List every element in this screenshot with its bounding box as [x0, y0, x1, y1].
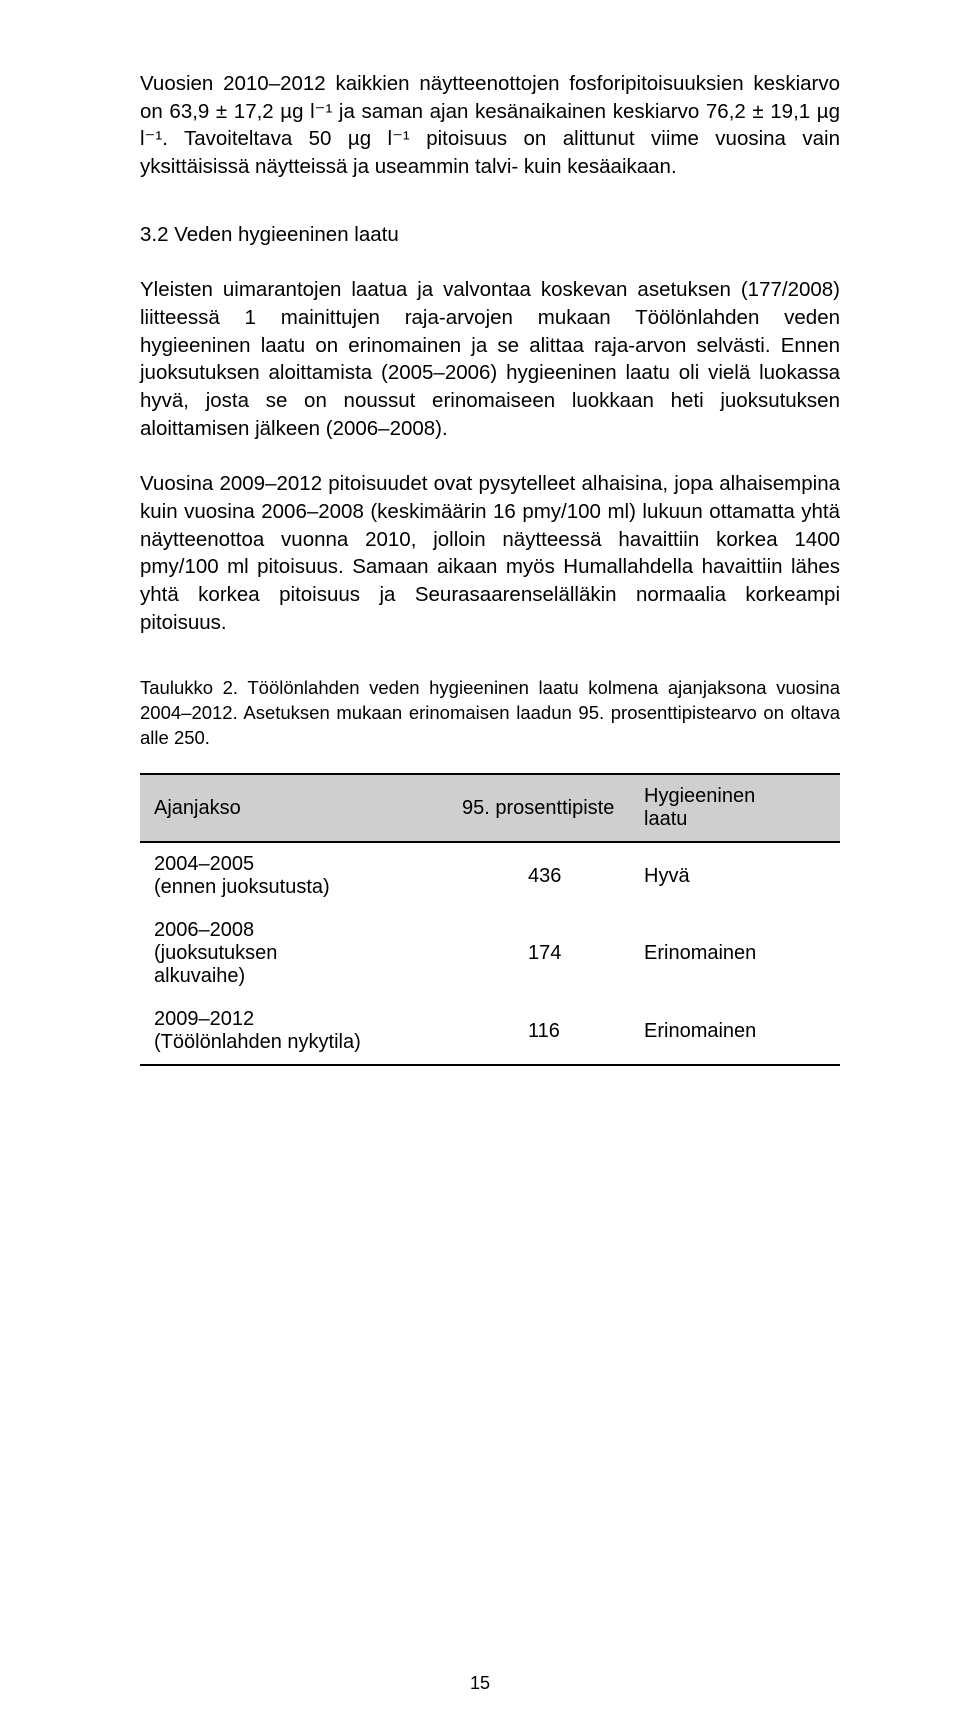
- cell-percentile: 436: [448, 842, 630, 909]
- cell-quality: Hyvä: [630, 842, 840, 909]
- col-header-period: Ajanjakso: [140, 774, 448, 842]
- cell-period: 2009–2012 (Töölönlahden nykytila): [140, 998, 448, 1065]
- col-header-percentile: 95. prosenttipiste: [448, 774, 630, 842]
- period-line: (ennen juoksutusta): [154, 876, 434, 899]
- period-line: (Töölönlahden nykytila): [154, 1031, 434, 1054]
- paragraph-2: Yleisten uimarantojen laatua ja valvonta…: [140, 276, 840, 442]
- period-line: 2004–2005: [154, 853, 434, 876]
- cell-percentile: 116: [448, 998, 630, 1065]
- cell-period: 2004–2005 (ennen juoksutusta): [140, 842, 448, 909]
- table-header-row: Ajanjakso 95. prosenttipiste Hygieeninen…: [140, 774, 840, 842]
- cell-quality: Erinomainen: [630, 998, 840, 1065]
- table-caption: Taulukko 2. Töölönlahden veden hygieenin…: [140, 676, 840, 751]
- hygiene-table: Ajanjakso 95. prosenttipiste Hygieeninen…: [140, 773, 840, 1066]
- paragraph-3: Vuosina 2009–2012 pitoisuudet ovat pysyt…: [140, 470, 840, 636]
- section-heading: 3.2 Veden hygieeninen laatu: [140, 221, 840, 249]
- period-line: alkuvaihe): [154, 965, 434, 988]
- period-line: (juoksutuksen: [154, 942, 434, 965]
- document-page: Vuosien 2010–2012 kaikkien näytteenottoj…: [0, 0, 960, 1734]
- col-header-quality-line2: laatu: [644, 808, 687, 830]
- page-number: 15: [0, 1673, 960, 1694]
- cell-period: 2006–2008 (juoksutuksen alkuvaihe): [140, 909, 448, 998]
- cell-percentile: 174: [448, 909, 630, 998]
- cell-quality: Erinomainen: [630, 909, 840, 998]
- col-header-quality-line1: Hygieeninen: [644, 785, 755, 807]
- table-row: 2009–2012 (Töölönlahden nykytila) 116 Er…: [140, 998, 840, 1065]
- period-line: 2006–2008: [154, 919, 434, 942]
- paragraph-1: Vuosien 2010–2012 kaikkien näytteenottoj…: [140, 70, 840, 181]
- period-line: 2009–2012: [154, 1008, 434, 1031]
- table-row: 2006–2008 (juoksutuksen alkuvaihe) 174 E…: [140, 909, 840, 998]
- col-header-quality: Hygieeninen laatu: [630, 774, 840, 842]
- table-row: 2004–2005 (ennen juoksutusta) 436 Hyvä: [140, 842, 840, 909]
